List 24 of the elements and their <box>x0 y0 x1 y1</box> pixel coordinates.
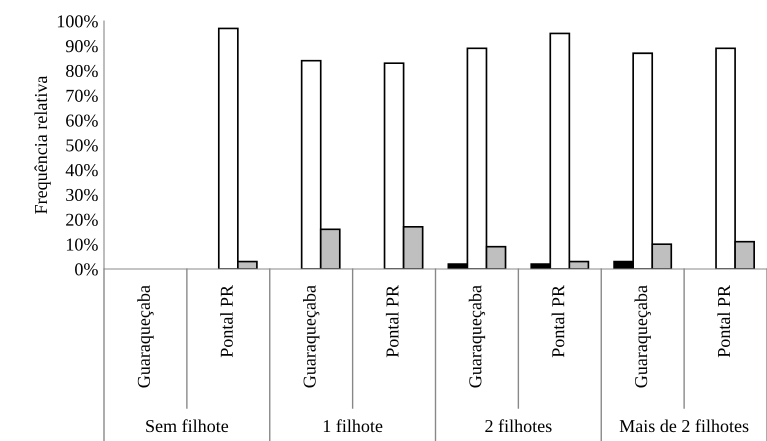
y-tick-label: 20% <box>66 214 98 226</box>
x-tick-label: Pontal PR <box>220 285 233 358</box>
x-tick-label: Pontal PR <box>386 285 399 358</box>
y-tick-label: 0% <box>75 263 98 276</box>
x-tick-label: Guaraqueçaba <box>468 285 486 388</box>
y-tick-label: 10% <box>66 238 98 251</box>
x-tick-label: Pontal PR <box>717 285 730 358</box>
y-tick-label: 40% <box>66 164 98 176</box>
x-tick-label: Guaraqueçaba <box>137 285 154 388</box>
x-tick-label: Guaraqueçaba <box>634 285 651 388</box>
text: 1 filhote <box>324 419 382 432</box>
x-tick-label: Guaraqueçaba <box>303 285 320 388</box>
y-tick-label: 60% <box>66 114 98 127</box>
y-tick-label: 100% <box>58 15 98 28</box>
y-tick-label: 70% <box>66 90 98 102</box>
x-tick-label: Pontal PR <box>552 285 564 358</box>
text: Mais de 2 filhotes <box>620 419 748 432</box>
y-axis-title: Frequência relativa <box>34 76 51 214</box>
text: Sem filhote <box>146 419 228 432</box>
y-tick-label: 30% <box>66 188 98 202</box>
y-tick-label: 50% <box>66 139 98 152</box>
text: 2 filhotes <box>485 419 552 432</box>
y-tick-label: 80% <box>66 64 98 78</box>
y-tick-label: 90% <box>66 40 98 52</box>
